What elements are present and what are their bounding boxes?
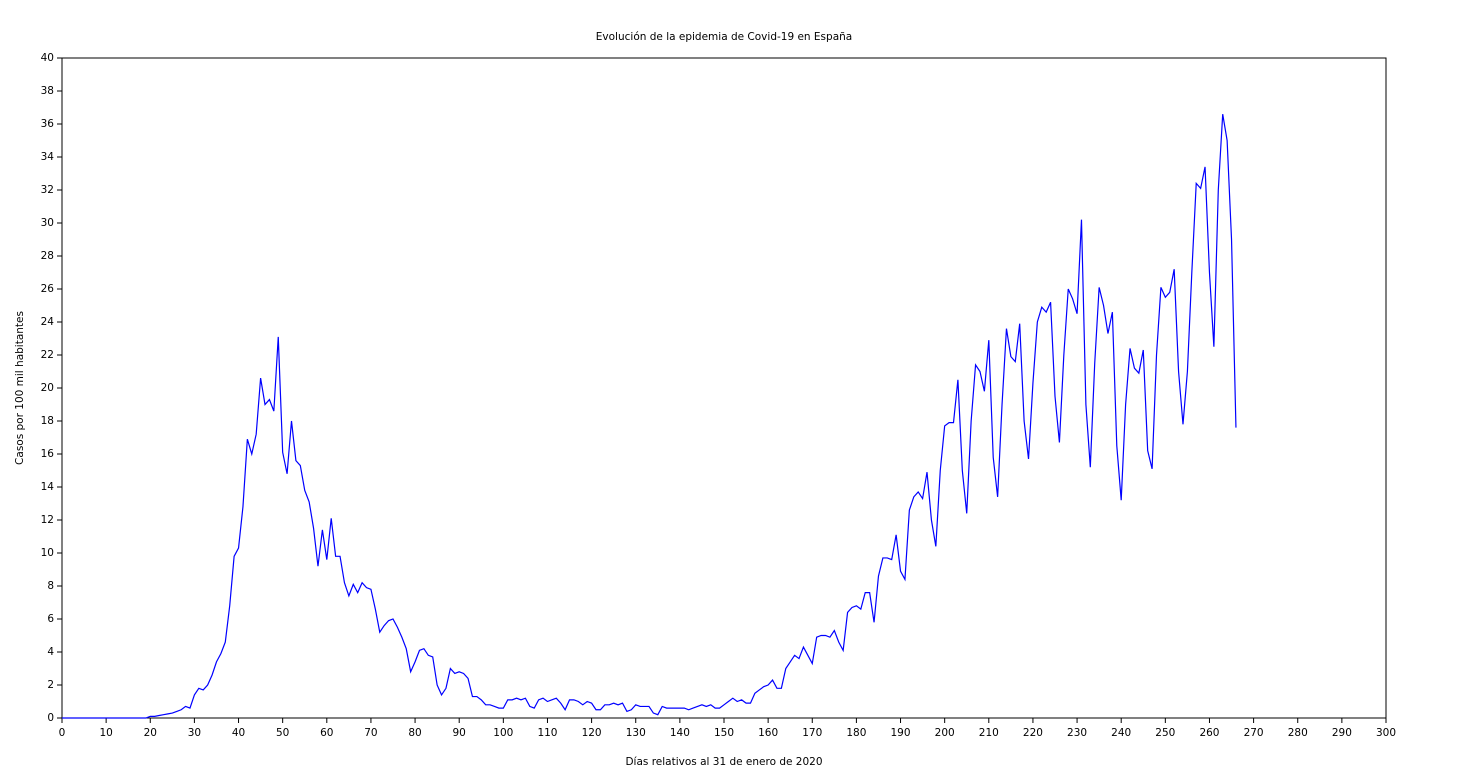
y-tick-label: 26 (41, 283, 55, 295)
x-tick-label: 180 (846, 727, 866, 739)
y-tick-label: 36 (41, 118, 55, 130)
x-tick-label: 160 (758, 727, 778, 739)
x-tick-label: 70 (364, 727, 377, 739)
x-tick-label: 80 (408, 727, 421, 739)
x-tick-label: 10 (99, 727, 112, 739)
y-tick-label: 6 (47, 613, 54, 625)
y-tick-label: 30 (41, 217, 54, 229)
x-tick-label: 150 (714, 727, 734, 739)
chart-title: Evolución de la epidemia de Covid-19 en … (596, 31, 852, 43)
x-tick-label: 100 (493, 727, 513, 739)
x-tick-label: 230 (1067, 727, 1087, 739)
y-tick-label: 22 (41, 349, 54, 361)
y-tick-label: 16 (41, 448, 55, 460)
x-tick-label: 60 (320, 727, 333, 739)
y-tick-label: 0 (47, 712, 54, 724)
x-tick-label: 120 (582, 727, 602, 739)
y-tick-label: 38 (41, 85, 54, 97)
x-tick-label: 0 (59, 727, 66, 739)
y-tick-label: 18 (41, 415, 54, 427)
y-tick-label: 10 (41, 547, 54, 559)
x-tick-label: 200 (935, 727, 955, 739)
x-tick-label: 40 (232, 727, 245, 739)
x-tick-label: 280 (1288, 727, 1308, 739)
x-tick-label: 170 (802, 727, 822, 739)
x-tick-label: 250 (1155, 727, 1175, 739)
y-tick-label: 32 (41, 184, 54, 196)
data-line (62, 114, 1237, 719)
x-tick-label: 110 (537, 727, 557, 739)
y-tick-label: 12 (41, 514, 54, 526)
y-tick-label: 28 (41, 250, 54, 262)
x-tick-label: 300 (1376, 727, 1396, 739)
y-tick-label: 2 (47, 679, 54, 691)
x-tick-label: 220 (1023, 727, 1043, 739)
y-tick-label: 8 (47, 580, 54, 592)
x-tick-label: 290 (1332, 727, 1352, 739)
x-tick-label: 30 (188, 727, 201, 739)
x-tick-label: 90 (453, 727, 466, 739)
plot-frame (61, 57, 1387, 719)
x-axis-label: Días relativos al 31 de enero de 2020 (625, 756, 822, 768)
x-tick-label: 130 (626, 727, 646, 739)
x-tick-label: 210 (979, 727, 999, 739)
x-tick-label: 260 (1199, 727, 1219, 739)
x-tick-label: 270 (1244, 727, 1264, 739)
y-tick-label: 14 (41, 481, 55, 493)
y-tick-label: 24 (41, 316, 55, 328)
y-tick-label: 20 (41, 382, 54, 394)
x-tick-label: 190 (891, 727, 911, 739)
y-axis-label: Casos por 100 mil habitantes (14, 311, 26, 465)
x-tick-label: 20 (144, 727, 157, 739)
y-tick-label: 4 (47, 646, 54, 658)
x-tick-label: 140 (670, 727, 690, 739)
y-tick-label: 34 (41, 151, 55, 163)
y-tick-label: 40 (41, 52, 54, 64)
x-tick-label: 50 (276, 727, 289, 739)
x-tick-label: 240 (1111, 727, 1131, 739)
